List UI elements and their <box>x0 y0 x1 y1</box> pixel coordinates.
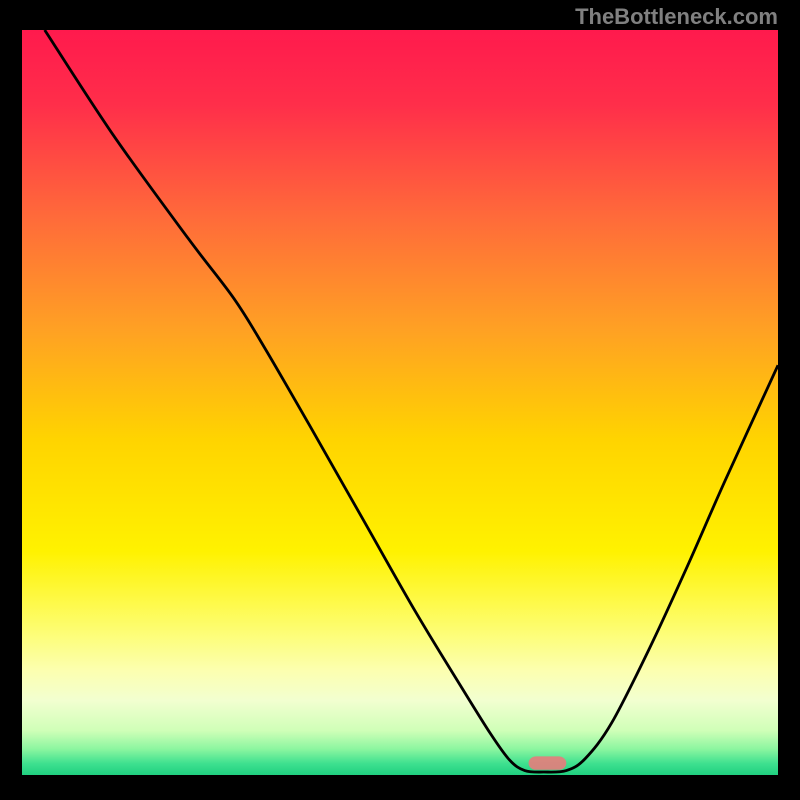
plot-area <box>22 30 778 775</box>
chart-frame: TheBottleneck.com <box>0 0 800 800</box>
watermark-text: TheBottleneck.com <box>575 4 778 30</box>
gradient-background <box>22 30 778 775</box>
